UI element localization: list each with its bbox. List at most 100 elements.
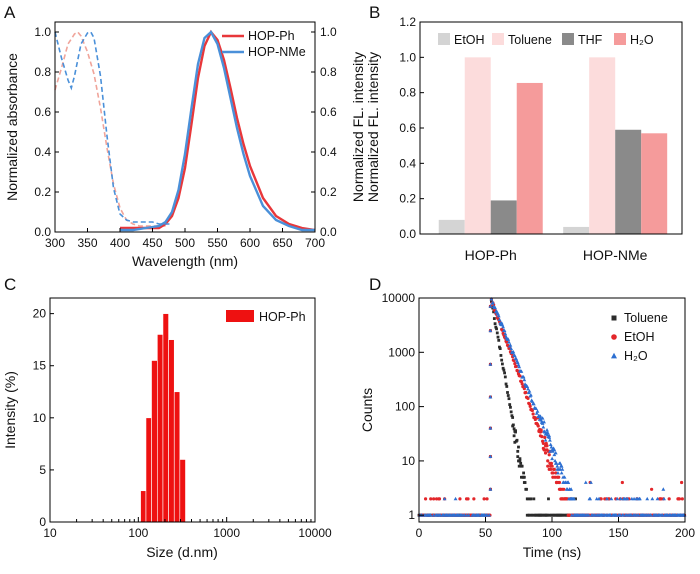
panel-d-point-h2o xyxy=(648,513,653,517)
panel-d-point-h2o xyxy=(572,496,576,501)
panel-d-point-h2o xyxy=(534,406,538,410)
panel-d-point-toluene xyxy=(494,325,498,329)
panel-d-point-toluene xyxy=(516,455,520,459)
panel-c-ytick-label: 20 xyxy=(33,307,47,321)
panel-d-point-etoh xyxy=(423,497,428,501)
panel-b-legend-swatch xyxy=(492,33,504,45)
panel-d-point-etoh xyxy=(620,480,624,485)
panel-c-frame xyxy=(49,297,316,523)
panel-d-ytick-label: 10 xyxy=(402,454,416,468)
panel-a-ytick-label-left: 0.6 xyxy=(34,105,51,119)
panel-d-point-h2o xyxy=(586,513,591,517)
panel-d-legend: Toluene EtOH H₂O xyxy=(611,311,668,363)
legend-label-hop-ph-size: HOP-Ph xyxy=(259,310,306,324)
panel-d-point-h2o xyxy=(589,480,593,484)
panel-d-point-etoh xyxy=(551,475,555,479)
panel-d-point-etoh xyxy=(437,497,442,501)
panel-b-bar-hop-ph-2 xyxy=(490,200,517,234)
panel-d-point-toluene xyxy=(511,416,515,419)
panel-d-point-h2o xyxy=(549,445,554,449)
panel-d-point-toluene xyxy=(525,487,528,491)
panel-d-point-h2o xyxy=(442,496,447,501)
panel-a-xtick-label: 600 xyxy=(240,236,260,250)
panel-label-d: D xyxy=(369,275,381,294)
panel-c-legend: HOP-Ph xyxy=(226,310,306,324)
panel-d-point-toluene xyxy=(498,347,502,351)
panel-d-point-toluene xyxy=(492,317,496,320)
panel-d-point-h2o xyxy=(605,496,609,501)
panel-b-bar-hop-nme-3 xyxy=(641,133,668,234)
panel-d-point-etoh xyxy=(485,497,489,501)
panel-d-point-etoh xyxy=(527,402,532,406)
panel-d-point-toluene xyxy=(500,362,504,366)
panel-c-bar xyxy=(145,417,152,523)
panel-d-point-etoh xyxy=(541,441,545,446)
panel-d-point-etoh xyxy=(557,480,562,485)
panel-b-ylabel: Normalized FL. intensity xyxy=(365,52,381,202)
panel-a-xtick-label: 650 xyxy=(272,236,292,250)
panel-d-point-h2o xyxy=(609,496,614,501)
panel-d-point-h2o xyxy=(655,496,660,501)
panel-d-point-toluene xyxy=(510,414,514,418)
panel-d-point-h2o xyxy=(615,496,620,501)
panel-b-category-label: HOP-Ph xyxy=(465,247,517,263)
panel-d-point-h2o xyxy=(522,377,527,382)
panel-d-point-h2o xyxy=(502,328,507,333)
panel-c-ytick-label: 5 xyxy=(39,463,46,477)
panel-b-bar-hop-nme-0 xyxy=(563,226,590,234)
panel-d-point-etoh xyxy=(522,387,526,391)
panel-d-point-etoh xyxy=(539,428,543,432)
panel-d-point-etoh xyxy=(543,435,547,440)
panel-a-ytick-label-left: 1.0 xyxy=(34,25,51,39)
panel-d-point-h2o xyxy=(560,467,565,471)
panel-a-xtick-label: 400 xyxy=(110,236,130,250)
panel-label-b: B xyxy=(369,3,380,22)
panel-d-point-etoh xyxy=(458,497,462,501)
panel-b-legend-swatch xyxy=(614,33,626,45)
panel-d-xtick-label: 50 xyxy=(479,526,493,540)
panel-d-point-h2o xyxy=(497,317,502,321)
panel-d-ytick-label: 100 xyxy=(395,400,415,414)
panel-b-legend-label: Toluene xyxy=(508,33,552,47)
panel-a-ytick-label-left: 0.4 xyxy=(34,145,51,159)
panel-d-point-toluene xyxy=(490,300,493,303)
panel-d-point-h2o xyxy=(559,464,564,468)
panel-d-point-toluene xyxy=(516,449,520,453)
panel-d-point-toluene xyxy=(499,354,503,357)
panel-d-point-toluene xyxy=(541,513,545,517)
panel-d-point-toluene xyxy=(513,440,517,444)
panel-d-point-h2o xyxy=(466,513,471,517)
panel-d-point-h2o xyxy=(566,480,571,484)
legend-label-hop-nme: HOP-NMe xyxy=(248,45,306,59)
panel-d-ytick-label: 1000 xyxy=(388,345,415,359)
panel-b-bar-hop-ph-0 xyxy=(438,219,465,234)
panel-c: C 10 100 1000 10000 0 5 10 15 20 Size (d.nm) Int… xyxy=(2,275,332,560)
panel-d-point-toluene xyxy=(501,366,505,370)
panel-d-point-h2o xyxy=(428,513,433,517)
panel-d-point-toluene xyxy=(512,434,516,438)
panel-d-point-toluene xyxy=(560,513,564,517)
panel-d-point-h2o xyxy=(503,331,508,336)
panel-d-point-etoh xyxy=(530,408,534,413)
panel-d-point-h2o xyxy=(597,496,601,501)
panel-d-point-toluene xyxy=(529,497,533,501)
panel-d-point-toluene xyxy=(491,306,495,310)
panel-d-point-etoh xyxy=(524,390,528,395)
panel-b: B 0.0 0.2 0.4 0.6 0.8 1.0 1.2 HOP-Ph HOP-NMe Nor… xyxy=(365,3,683,263)
panel-d-point-h2o xyxy=(506,337,511,341)
panel-a-xtick-label: 450 xyxy=(142,236,162,250)
panel-b-bar-hop-ph-1 xyxy=(464,57,491,235)
panel-d-point-toluene xyxy=(528,513,531,517)
panel-d-point-toluene xyxy=(525,513,529,517)
panel-d-point-h2o xyxy=(488,426,493,430)
panel-d-point-etoh xyxy=(540,435,544,439)
panel-a-legend: HOP-Ph HOP-NMe xyxy=(222,29,306,59)
panel-d-point-toluene xyxy=(511,423,515,427)
panel-c-bar xyxy=(140,490,147,523)
panel-d-xtick-label: 0 xyxy=(416,526,423,540)
panel-b-legend: EtOH Toluene THF H₂O xyxy=(438,33,654,47)
panel-d-point-h2o xyxy=(553,450,558,455)
panel-d-point-h2o xyxy=(488,487,493,491)
panel-a-ytick-label-left: 0.8 xyxy=(34,65,51,79)
